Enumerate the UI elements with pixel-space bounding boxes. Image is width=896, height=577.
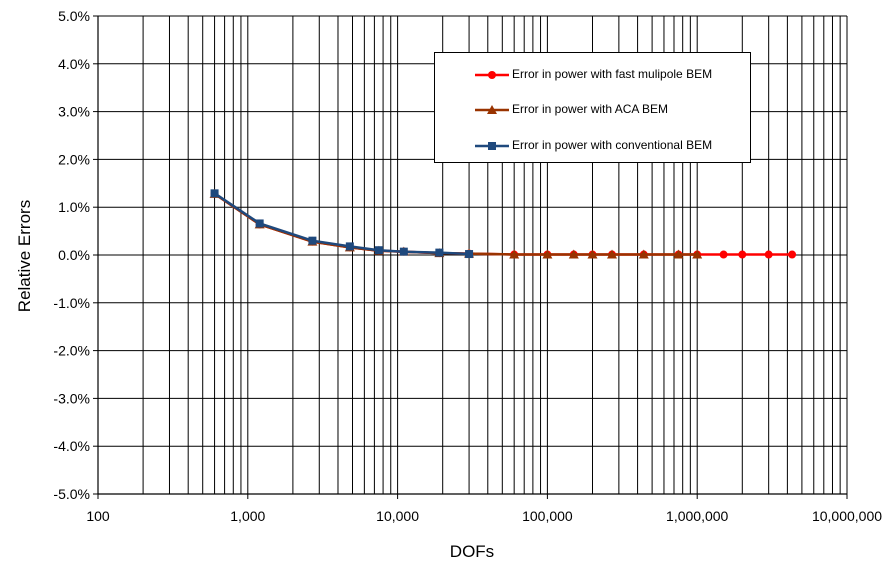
data-point-square [399, 247, 408, 256]
y-tick-label: 0.0% [58, 247, 90, 263]
x-tick-label: 10,000,000 [812, 508, 882, 524]
y-tick-label: -3.0% [53, 390, 90, 406]
legend-swatch-triangle-icon [475, 105, 509, 114]
data-point-triangle [568, 249, 579, 259]
legend-swatch-circle-icon [475, 71, 509, 79]
series-layer [209, 188, 797, 259]
data-point-square [255, 219, 264, 228]
data-point-triangle [607, 249, 618, 259]
legend-item-aca: Error in power with ACA BEM [435, 100, 750, 120]
data-point-square [465, 250, 474, 259]
data-point-triangle [587, 249, 598, 259]
x-tick-label: 10,000 [376, 508, 419, 524]
data-point-triangle [673, 249, 684, 259]
legend-item-fmm: Error in power with fast mulipole BEM [435, 65, 750, 85]
data-point-square [210, 189, 219, 198]
legend-label-aca: Error in power with ACA BEM [512, 102, 669, 116]
legend-label-conventional: Error in power with conventional BEM [512, 138, 713, 152]
grid [97, 15, 848, 495]
y-tick-label: -5.0% [53, 486, 90, 502]
y-tick-label: 3.0% [58, 104, 90, 120]
series-line-square [213, 192, 470, 256]
series-line-circle [213, 192, 793, 256]
axes: 5.0% 4.0% 3.0% 2.0% 1.0% 0.0% -1.0% -2.0% -3.0% -… [53, 8, 882, 524]
y-tick-label: -4.0% [53, 438, 90, 454]
data-point-circle [719, 250, 728, 259]
data-point-circle [788, 250, 797, 259]
y-axis-title: Relative Errors [15, 200, 34, 312]
data-point-triangle [509, 249, 520, 259]
data-point-triangle [542, 249, 553, 259]
data-point-square [345, 242, 354, 251]
x-tick-label: 1,000,000 [666, 508, 728, 524]
y-tick-label: -2.0% [53, 343, 90, 359]
y-tick-label: 1.0% [58, 199, 90, 215]
y-tick-label: -1.0% [53, 295, 90, 311]
data-point-circle [764, 250, 773, 259]
data-point-square [374, 246, 383, 255]
x-tick-label: 100 [86, 508, 110, 524]
y-tick-label: 4.0% [58, 56, 90, 72]
data-point-triangle [638, 249, 649, 259]
y-tick-label: 2.0% [58, 151, 90, 167]
y-tick-label: 5.0% [58, 8, 90, 24]
x-tick-label: 1,000 [230, 508, 265, 524]
data-point-triangle [692, 249, 703, 259]
x-tick-label: 100,000 [522, 508, 573, 524]
x-axis-title: DOFs [450, 542, 494, 561]
legend-swatch-square-icon [475, 142, 509, 150]
series-line-triangle [213, 192, 698, 256]
legend-label-fmm: Error in power with fast mulipole BEM [512, 67, 713, 81]
data-point-square [435, 248, 444, 257]
legend-item-conventional: Error in power with conventional BEM [435, 136, 750, 156]
legend: Error in power with fast mulipole BEM Er… [434, 52, 751, 163]
data-point-circle [738, 250, 747, 259]
data-point-square [308, 236, 317, 245]
